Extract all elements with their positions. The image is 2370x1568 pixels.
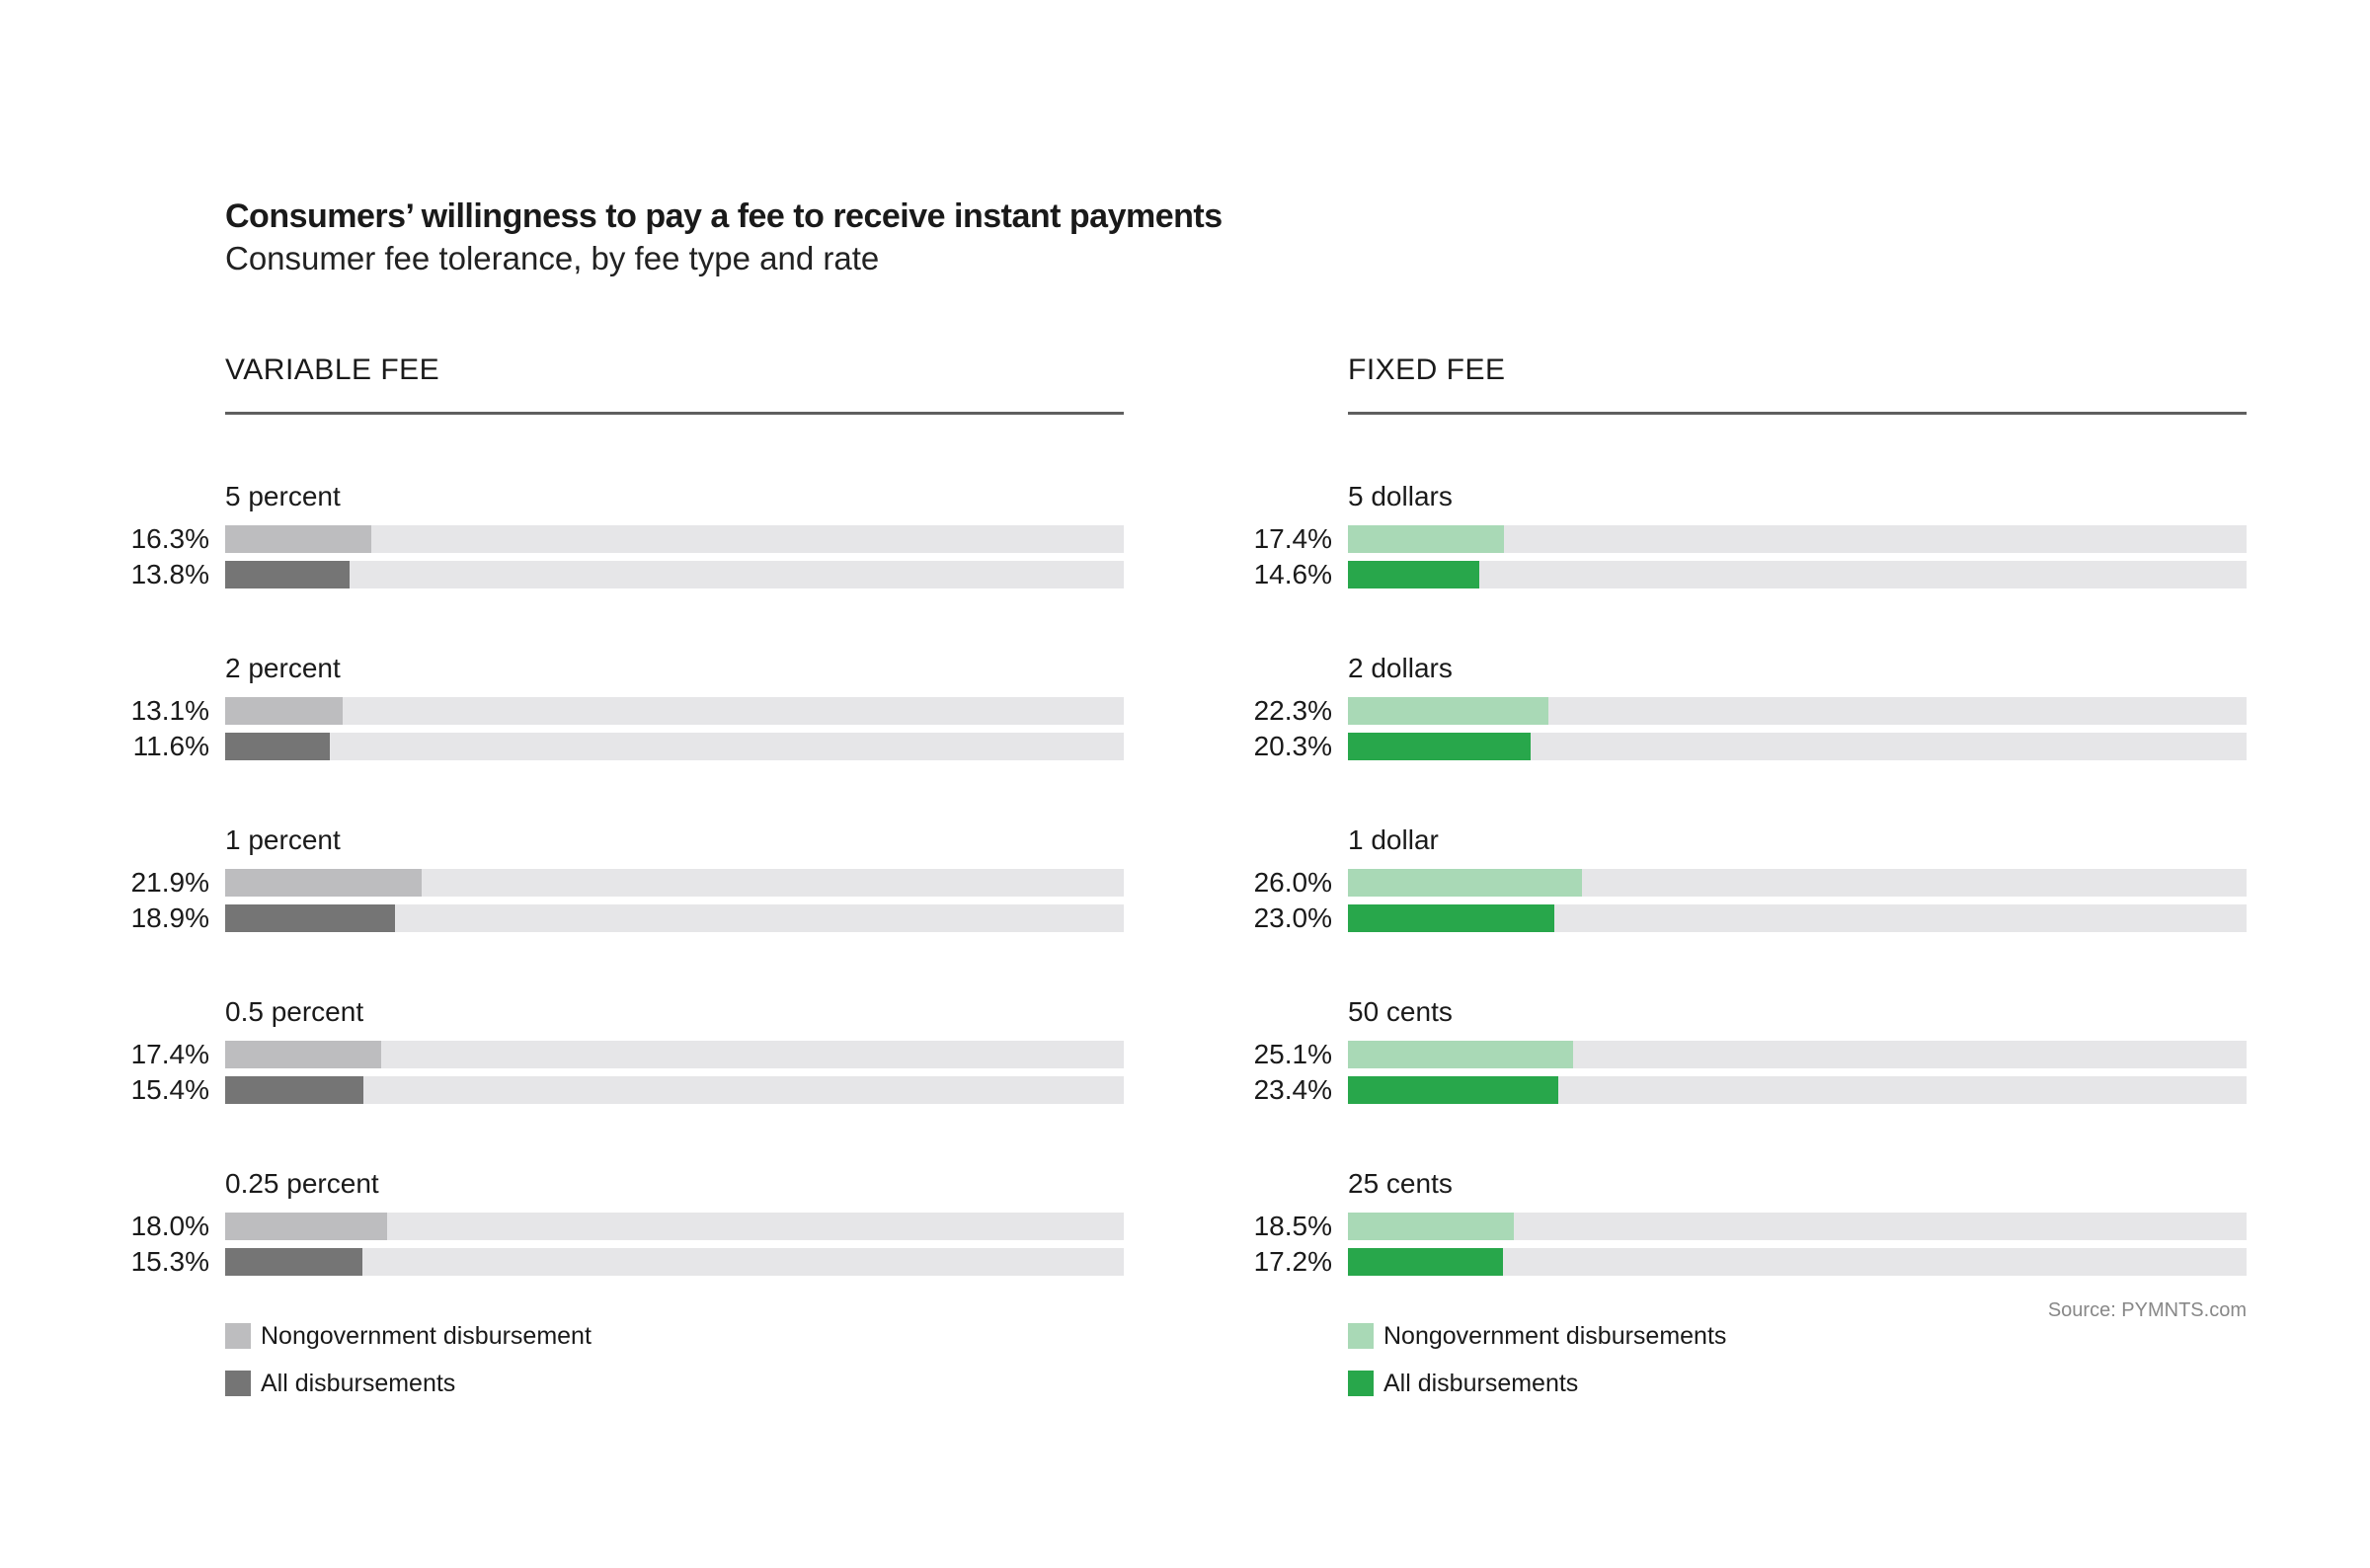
bar: [1348, 869, 1582, 897]
legend-label: Nongovernment disbursements: [1383, 1321, 1727, 1350]
data-label: 22.3%: [1253, 695, 1332, 726]
panel-title: VARIABLE FEE: [225, 353, 440, 386]
data-label: 18.9%: [130, 902, 209, 933]
category-label: 2 dollars: [1348, 653, 1453, 683]
category-label: 1 percent: [225, 824, 341, 855]
bar-track: 17.2%: [1254, 1248, 2247, 1276]
category-label: 0.25 percent: [225, 1168, 379, 1199]
bar: [1348, 561, 1479, 588]
data-label: 17.4%: [130, 1039, 209, 1069]
category-label: 50 cents: [1348, 996, 1453, 1027]
category-label: 5 dollars: [1348, 481, 1453, 511]
legend-item: All disbursements: [225, 1370, 455, 1397]
bar: [1348, 733, 1531, 760]
bar: [225, 561, 350, 588]
legend-label: Nongovernment disbursement: [261, 1321, 592, 1350]
bar-track: 18.0%: [131, 1213, 1124, 1240]
category-label: 5 percent: [225, 481, 341, 511]
bar: [225, 525, 372, 553]
data-label: 14.6%: [1253, 559, 1332, 589]
legend-label: All disbursements: [1383, 1369, 1579, 1397]
bar: [225, 869, 423, 897]
data-label: 16.3%: [130, 523, 209, 554]
bar-track: 15.3%: [131, 1248, 1124, 1276]
data-label: 25.1%: [1253, 1039, 1332, 1069]
variable-fee-panel: VARIABLE FEE 5 percent 16.3% 13.8% 2 percen…: [131, 0, 1124, 1568]
fixed-fee-panel: FIXED FEE 5 dollars 17.4% 14.6% 2 dollars 22…: [1254, 0, 2247, 1568]
legend-swatch: [225, 1371, 251, 1396]
bar-track: 22.3%: [1254, 697, 2247, 725]
bar-track: 13.8%: [131, 561, 1124, 588]
data-label: 18.0%: [130, 1211, 209, 1241]
bar-track: 17.4%: [1254, 525, 2247, 553]
legend-swatch: [225, 1323, 251, 1349]
data-label: 11.6%: [132, 731, 209, 761]
data-label: 18.5%: [1253, 1211, 1332, 1241]
legend-swatch: [1348, 1323, 1374, 1349]
bar-track: 25.1%: [1254, 1041, 2247, 1068]
bar: [1348, 904, 1555, 932]
bar-track: 26.0%: [1254, 869, 2247, 897]
data-label: 23.0%: [1253, 902, 1332, 933]
category-label: 1 dollar: [1348, 824, 1439, 855]
bar: [225, 733, 330, 760]
legend-label: All disbursements: [261, 1369, 456, 1397]
chart-title: Consumers’ willingness to pay a fee to r…: [225, 197, 1223, 235]
data-label: 13.1%: [130, 695, 209, 726]
legend-swatch: [1348, 1371, 1374, 1396]
category-label: 25 cents: [1348, 1168, 1453, 1199]
bar-track: 11.6%: [133, 733, 1124, 760]
bar: [225, 904, 395, 932]
bar-track: 21.9%: [131, 869, 1124, 897]
panel-title: FIXED FEE: [1348, 353, 1506, 386]
data-label: 26.0%: [1253, 867, 1332, 898]
bar-track: 18.5%: [1254, 1213, 2247, 1240]
legend-item: Nongovernment disbursements: [1348, 1322, 1726, 1350]
data-label: 20.3%: [1253, 731, 1332, 761]
divider: [1348, 412, 2247, 415]
bar: [225, 1076, 364, 1104]
chart-subtitle: Consumer fee tolerance, by fee type and …: [225, 240, 880, 276]
bar-track: 17.4%: [131, 1041, 1124, 1068]
data-label: 15.4%: [130, 1074, 209, 1105]
bar: [1348, 697, 1548, 725]
bar: [225, 1041, 382, 1068]
bar: [1348, 1076, 1558, 1104]
data-label: 17.2%: [1253, 1246, 1332, 1277]
data-label: 23.4%: [1253, 1074, 1332, 1105]
bar-track: 23.0%: [1254, 904, 2247, 932]
category-label: 0.5 percent: [225, 996, 364, 1027]
bar: [225, 697, 344, 725]
data-label: 21.9%: [130, 867, 209, 898]
bar: [225, 1248, 363, 1276]
bar: [1348, 1213, 1515, 1240]
legend-item: All disbursements: [1348, 1370, 1578, 1397]
bar-track: 20.3%: [1254, 733, 2247, 760]
bar-track: 13.1%: [131, 697, 1124, 725]
bar-track: 14.6%: [1254, 561, 2247, 588]
category-label: 2 percent: [225, 653, 341, 683]
bar-track: 16.3%: [131, 525, 1124, 553]
data-label: 17.4%: [1253, 523, 1332, 554]
bar: [225, 1213, 387, 1240]
legend-item: Nongovernment disbursement: [225, 1322, 592, 1350]
data-label: 13.8%: [130, 559, 209, 589]
bar: [1348, 1248, 1503, 1276]
bar-track: 15.4%: [131, 1076, 1124, 1104]
bar: [1348, 525, 1505, 553]
divider: [225, 412, 1124, 415]
bar-track: 23.4%: [1254, 1076, 2247, 1104]
bar: [1348, 1041, 1574, 1068]
data-label: 15.3%: [130, 1246, 209, 1277]
source-note: Source: PYMNTS.com: [2047, 1299, 2247, 1321]
bar-track: 18.9%: [131, 904, 1124, 932]
